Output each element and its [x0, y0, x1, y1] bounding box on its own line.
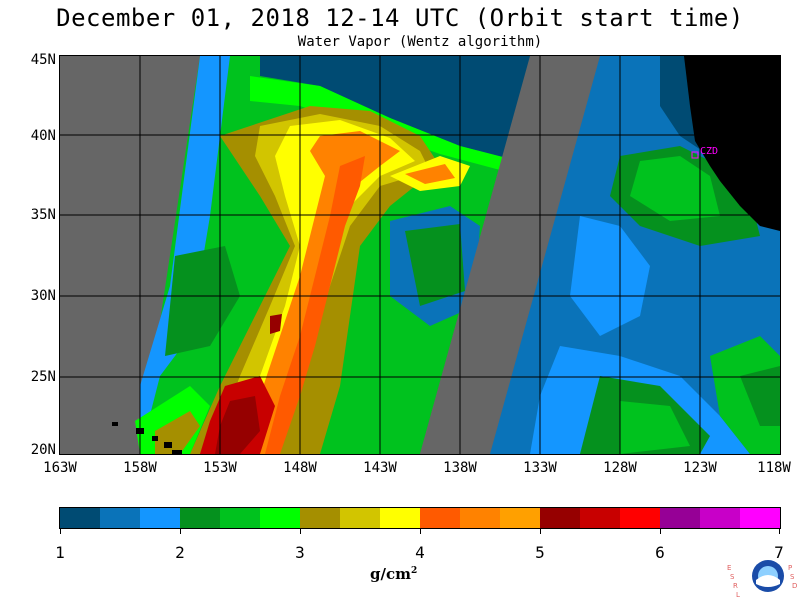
- svg-text:R: R: [733, 582, 738, 590]
- colorbar-segment: [540, 508, 580, 528]
- colorbar-segment: [260, 508, 300, 528]
- map-title: December 01, 2018 12-14 UTC (Orbit start…: [56, 4, 744, 32]
- lon-label-133w: 133W: [523, 460, 557, 476]
- colorbar-label-4: 4: [415, 543, 425, 562]
- colorbar-segment: [700, 508, 740, 528]
- svg-text:P: P: [788, 564, 792, 572]
- lat-label-20n: 20N: [30, 442, 56, 458]
- lon-label-163w: 163W: [43, 460, 77, 476]
- svg-text:L: L: [736, 591, 740, 599]
- map-subtitle: Water Vapor (Wentz algorithm): [297, 34, 543, 50]
- colorbar-segment: [580, 508, 620, 528]
- lon-label-128w: 128W: [603, 460, 637, 476]
- colorbar-segment: [340, 508, 380, 528]
- colorbar-segment: [460, 508, 500, 528]
- colorbar-tick: [180, 528, 181, 534]
- colorbar-tick: [300, 528, 301, 534]
- lon-label-153w: 153W: [203, 460, 237, 476]
- noaa-esrl-psd-logo: E S R L P S D: [722, 556, 798, 600]
- colorbar-tick: [540, 528, 541, 534]
- colorbar-unit: g/cm2: [370, 565, 470, 583]
- colorbar-tick: [420, 528, 421, 534]
- lon-label-123w: 123W: [683, 460, 717, 476]
- water-vapor-field: [60, 56, 780, 454]
- lon-label-118w: 118W: [757, 460, 791, 476]
- colorbar-segment: [300, 508, 340, 528]
- colorbar-segment: [100, 508, 140, 528]
- colorbar-segment: [140, 508, 180, 528]
- colorbar-unit-exponent: 2: [410, 566, 418, 576]
- colorbar-label-1: 1: [55, 543, 65, 562]
- colorbar-segment: [380, 508, 420, 528]
- colorbar-segment: [180, 508, 220, 528]
- lon-label-148w: 148W: [283, 460, 317, 476]
- colorbar-label-2: 2: [175, 543, 185, 562]
- lat-label-35n: 35N: [30, 207, 56, 223]
- svg-text:E: E: [727, 564, 731, 572]
- colorbar-segment: [500, 508, 540, 528]
- colorbar-tick: [60, 528, 61, 534]
- water-vapor-map: [59, 55, 781, 455]
- colorbar-tick: [660, 528, 661, 534]
- colorbar-unit-text: g/cm: [370, 565, 411, 583]
- colorbar-segment: [660, 508, 700, 528]
- lon-label-158w: 158W: [123, 460, 157, 476]
- lat-label-40n: 40N: [30, 128, 56, 144]
- colorbar-tick: [779, 528, 780, 534]
- colorbar-segment: [620, 508, 660, 528]
- colorbar-label-5: 5: [535, 543, 545, 562]
- lat-label-30n: 30N: [30, 288, 56, 304]
- svg-text:S: S: [730, 573, 735, 581]
- colorbar-label-6: 6: [655, 543, 665, 562]
- colorbar-segment: [740, 508, 780, 528]
- svg-text:S: S: [790, 573, 795, 581]
- svg-text:D: D: [792, 582, 797, 590]
- lat-label-25n: 25N: [30, 369, 56, 385]
- lon-label-143w: 143W: [363, 460, 397, 476]
- colorbar-segment: [420, 508, 460, 528]
- colorbar: [59, 507, 781, 529]
- colorbar-label-3: 3: [295, 543, 305, 562]
- station-label: CZD: [700, 146, 719, 157]
- colorbar-label-7: 7: [774, 543, 784, 562]
- colorbar-segment: [60, 508, 100, 528]
- lat-label-45n: 45N: [30, 52, 56, 68]
- colorbar-segment: [220, 508, 260, 528]
- lon-label-138w: 138W: [443, 460, 477, 476]
